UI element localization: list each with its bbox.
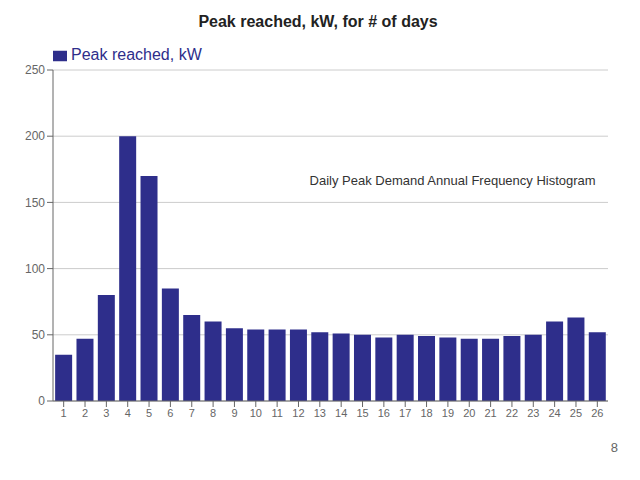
svg-text:16: 16 — [378, 407, 390, 419]
svg-text:9: 9 — [231, 407, 237, 419]
svg-text:150: 150 — [25, 196, 45, 210]
svg-text:18: 18 — [420, 407, 432, 419]
svg-text:0: 0 — [38, 394, 45, 408]
svg-text:1: 1 — [61, 407, 67, 419]
svg-text:2: 2 — [82, 407, 88, 419]
svg-text:11: 11 — [271, 407, 282, 419]
svg-text:22: 22 — [506, 407, 518, 419]
svg-text:15: 15 — [356, 407, 368, 419]
svg-text:12: 12 — [292, 407, 304, 419]
html-text:Peak reached, kW, for # of day: Peak reached, kW, for # of days — [198, 13, 438, 30]
svg-text:19: 19 — [442, 407, 454, 419]
html-text:8: 8 — [610, 440, 618, 455]
svg-text:4: 4 — [125, 407, 131, 419]
svg-text:200: 200 — [25, 129, 45, 143]
svg-text:8: 8 — [210, 407, 216, 419]
svg-text:50: 50 — [32, 328, 46, 342]
html-text:Peak reached, kW: Peak reached, kW — [71, 46, 202, 63]
svg-text:26: 26 — [591, 407, 603, 419]
svg-text:5: 5 — [146, 407, 152, 419]
svg-text:7: 7 — [189, 407, 195, 419]
svg-text:14: 14 — [335, 407, 347, 419]
html-text:Daily Peak Demand Annual Frequ: Daily Peak Demand Annual Frequency Histo… — [309, 172, 596, 188]
svg-text:17: 17 — [399, 407, 411, 419]
svg-text:13: 13 — [314, 407, 326, 419]
svg-text:23: 23 — [527, 407, 539, 419]
svg-text:250: 250 — [25, 63, 45, 77]
svg-text:24: 24 — [549, 407, 561, 419]
svg-text:20: 20 — [463, 407, 475, 419]
svg-text:6: 6 — [167, 407, 173, 419]
svg-text:10: 10 — [250, 407, 262, 419]
svg-text:3: 3 — [103, 407, 109, 419]
svg-text:100: 100 — [25, 262, 45, 276]
svg-text:21: 21 — [484, 407, 496, 419]
svg-text:25: 25 — [570, 407, 582, 419]
